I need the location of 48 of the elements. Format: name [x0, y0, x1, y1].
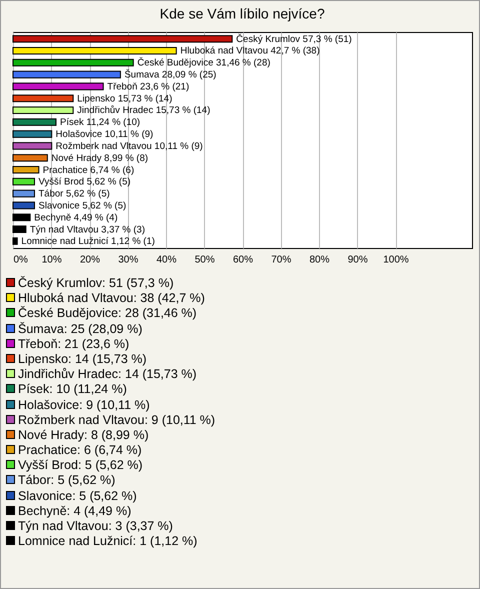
x-tick-label: 30% [118, 254, 138, 266]
category-label: Nové Hrady 8,99 % (8) [51, 152, 148, 164]
x-tick-label: 70% [271, 254, 292, 266]
text: Lipensko: 14 (15,73 %) [17, 352, 148, 368]
category-label: Vyšší Brod 5,62 % (5) [38, 176, 131, 188]
x-tick-label: 20% [80, 254, 100, 266]
category-label: Slavonice 5,62 % (5) [38, 200, 126, 212]
category-label: Šumava 28,09 % (25) [124, 70, 216, 81]
category-label: Jindřichův Hradec 15,73 % (14) [77, 105, 210, 116]
text: Tábor: 5 (5,62 %) [17, 473, 116, 489]
x-tick-label: 10% [42, 254, 62, 266]
category-label: Třeboň 23,6 % (21) [107, 81, 190, 92]
x-tick-label: 80% [309, 254, 330, 266]
category-label: Týn nad Vltavou 3,37 % (3) [30, 224, 146, 236]
category-label: Tábor 5,62 % (5) [38, 188, 110, 200]
category-label: Hluboká nad Vltavou 42,7 % (38) [180, 46, 320, 57]
category-label: Prachatice 6,74 % (6) [42, 164, 134, 176]
text: Slavonice: 5 (5,62 %) [17, 488, 138, 504]
text: Nové Hrady: 8 (8,99 %) [17, 428, 150, 444]
text: Týn nad Vltavou: 3 (3,37 %) [17, 519, 174, 534]
text: Rožmberk nad Vltavou: 9 (10,11 %) [17, 412, 216, 428]
chart-title: Kde se Vám líbilo nejvíce? [160, 6, 325, 22]
x-tick-label: 50% [194, 254, 215, 266]
category-label: Bechyně 4,49 % (4) [34, 212, 118, 224]
text: Lomnice nad Lužnicí: 1 (1,12 %) [17, 534, 198, 550]
text: Bechyně: 4 (4,49 %) [17, 504, 132, 519]
x-tick-label: 60% [232, 254, 254, 266]
category-label: Lipensko 15,73 % (14) [77, 93, 172, 104]
text: Holašovice: 9 (10,11 %) [17, 398, 151, 413]
category-label: Rožmberk nad Vltavou 10,11 % (9) [56, 140, 203, 152]
text: Třeboň: 21 (23,6 %) [17, 336, 130, 352]
text: Vyšší Brod: 5 (5,62 %) [17, 458, 144, 474]
text: České Budějovice: 28 (31,46 %) [17, 306, 198, 322]
text: Jindřichův Hradec: 14 (15,73 %) [17, 367, 198, 382]
category-label: Lomnice nad Lužnicí 1,12 % (1) [21, 236, 155, 248]
x-tick-label: 90% [348, 254, 368, 266]
category-label: Holašovice 10,11 % (9) [56, 129, 154, 140]
text: Šumava: 25 (28,09 %) [17, 322, 144, 337]
text: Hluboká nad Vltavou: 38 (42,7 %) [17, 291, 206, 306]
text: Český Krumlov: 51 (57,3 %) [17, 276, 175, 292]
text: Prachatice: 6 (6,74 %) [17, 443, 143, 458]
category-label: České Budějovice 31,46 % (28) [137, 58, 270, 69]
x-tick-label: 100% [383, 254, 409, 266]
category-label: Písek 11,24 % (10) [60, 117, 140, 128]
text: Písek: 10 (11,24 %) [17, 382, 128, 398]
x-tick-label: 40% [156, 254, 177, 266]
category-label: Český Krumlov 57,3 % (51) [236, 34, 352, 45]
x-tick-label: 0% [14, 254, 28, 266]
